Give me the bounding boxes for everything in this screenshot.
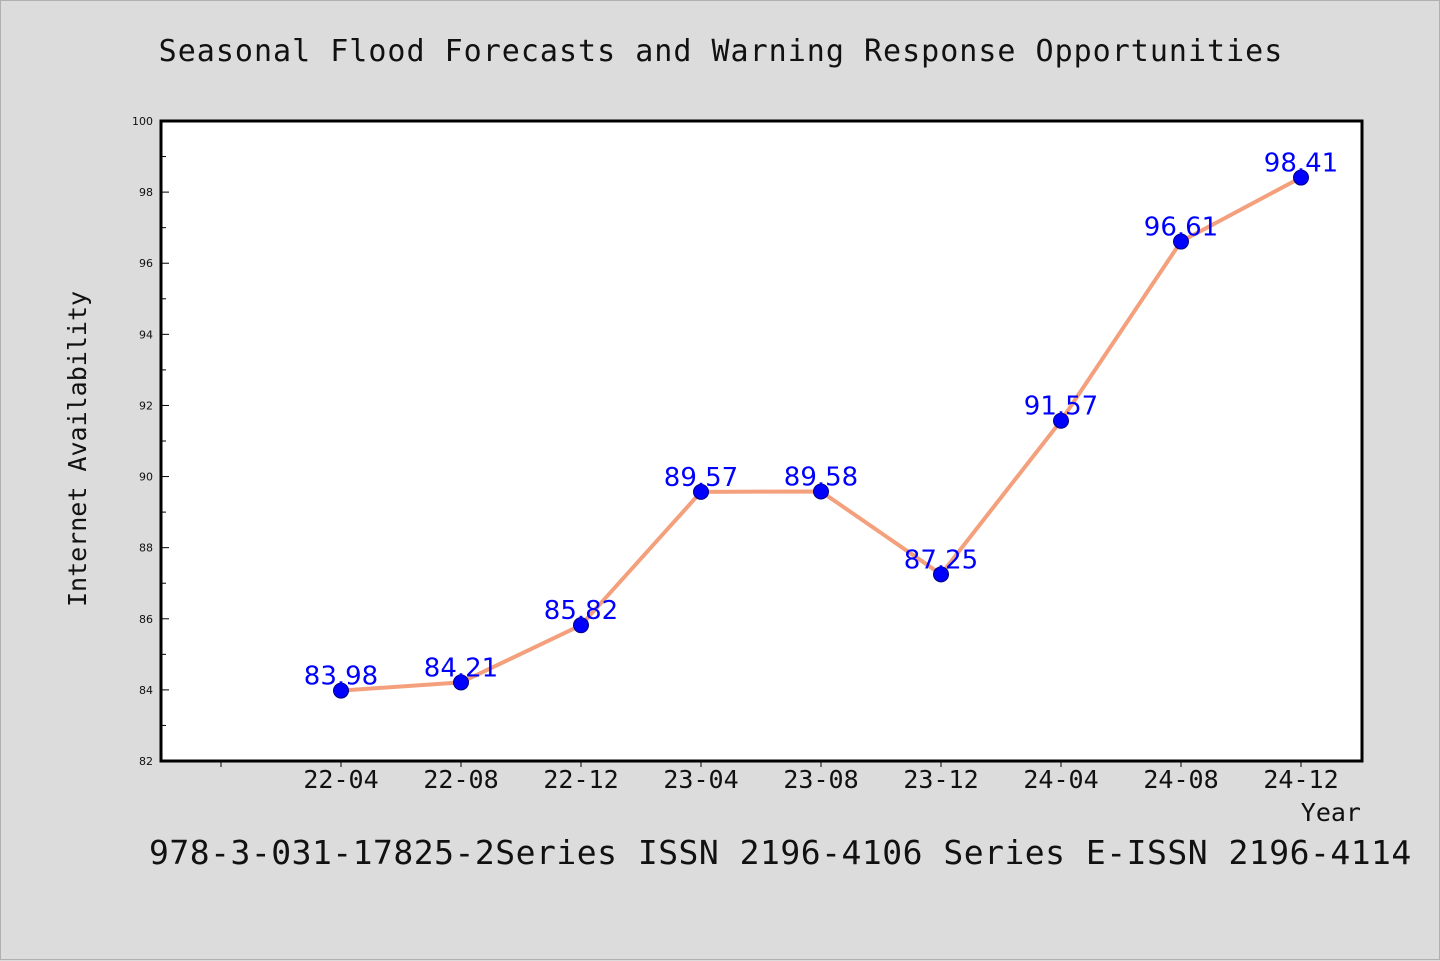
data-point <box>933 566 949 583</box>
data-label: 85.82 <box>544 596 618 626</box>
y-tick-label: 88 <box>139 542 153 555</box>
x-axis: 22-04 22-08 22-12 23-04 23-08 23-12 24-04 24-08… <box>220 761 1339 794</box>
y-axis-title: Internet Availability <box>63 291 92 607</box>
x-tick-label: 22-08 <box>423 765 498 794</box>
data-label: 84.21 <box>424 653 498 683</box>
x-tick-label: 24-04 <box>1023 765 1098 794</box>
x-tick-label: 23-04 <box>663 765 738 794</box>
y-tick-label: 86 <box>139 613 153 626</box>
y-tick-label: 92 <box>139 399 153 412</box>
data-label: 83.98 <box>304 662 378 692</box>
data-label: 96.61 <box>1144 213 1218 243</box>
data-label: 89.58 <box>784 462 858 492</box>
y-tick-label: 98 <box>139 186 153 199</box>
data-point <box>333 682 349 699</box>
chart-title: Seasonal Flood Forecasts and Warning Res… <box>158 34 1284 69</box>
x-tick-label: 23-12 <box>903 765 978 794</box>
series-layer: 83.98 84.21 85.82 89.57 89.58 87.25 91.57 96.61… <box>304 149 1338 699</box>
data-label: 87.25 <box>904 545 978 575</box>
data-point <box>1293 169 1309 186</box>
y-tick-label: 90 <box>139 471 153 484</box>
x-axis-title: Year <box>1301 798 1361 827</box>
data-point <box>573 617 589 634</box>
data-label: 89.57 <box>664 463 738 493</box>
x-tick-label: 24-12 <box>1263 765 1338 794</box>
data-point <box>453 674 469 691</box>
y-tick-label: 82 <box>139 755 153 768</box>
data-label: 91.57 <box>1024 392 1098 422</box>
data-point <box>693 483 709 500</box>
data-point <box>813 483 829 500</box>
y-tick-label: 100 <box>132 115 153 128</box>
x-tick-label: 23-08 <box>783 765 858 794</box>
y-tick-label: 84 <box>139 684 153 697</box>
data-point <box>1053 412 1069 429</box>
x-tick-label: 24-08 <box>1143 765 1218 794</box>
x-tick-label: 22-12 <box>543 765 618 794</box>
data-label: 98.41 <box>1264 149 1338 179</box>
x-tick-label: 22-04 <box>303 765 378 794</box>
footer-identifier: 978-3-031-17825-2Series ISSN 2196-4106 S… <box>149 833 1412 872</box>
y-axis: 82 84 86 88 90 92 94 96 98 100 <box>132 115 169 768</box>
y-tick-label: 94 <box>139 328 153 341</box>
y-tick-label: 96 <box>139 257 153 270</box>
data-point <box>1173 233 1189 250</box>
plot-area <box>159 119 1364 763</box>
